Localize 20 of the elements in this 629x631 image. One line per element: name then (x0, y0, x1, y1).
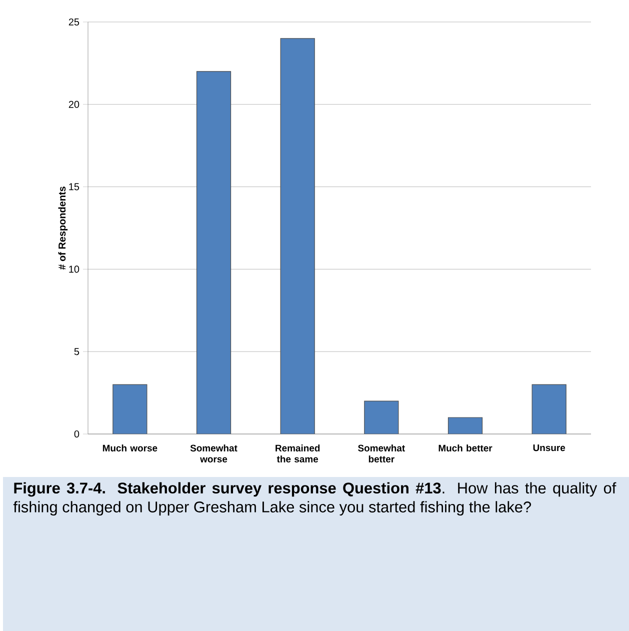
bar (364, 400, 399, 434)
y-tick-label: 10 (69, 266, 80, 273)
text: Figure 3.7-4. Stakeholder survey response Question #13. How has the quality of fishing changed on Upper Gresham Lake since you started fishing the lake? (13, 482, 616, 516)
x-tick-label: Much better (438, 444, 492, 452)
y-axis-title: # of Respondents (58, 186, 68, 270)
bar (280, 38, 315, 434)
x-tick-label: Somewhat worse (190, 444, 238, 462)
x-tick-label: Remained the same (276, 444, 320, 462)
bar (112, 384, 148, 434)
x-tick-label: Unsure (533, 444, 566, 452)
x-tick-label: Much worse (102, 444, 158, 452)
bar (196, 71, 232, 434)
y-tick-label: 20 (68, 100, 80, 108)
x-tick-label: Somewhat better (358, 444, 405, 462)
y-tick-label: 5 (74, 348, 80, 356)
y-tick-label: 0 (74, 430, 80, 438)
y-tick-label: 15 (69, 183, 80, 190)
bar (532, 384, 566, 434)
bar (448, 417, 483, 434)
y-tick-label: 25 (68, 18, 80, 26)
